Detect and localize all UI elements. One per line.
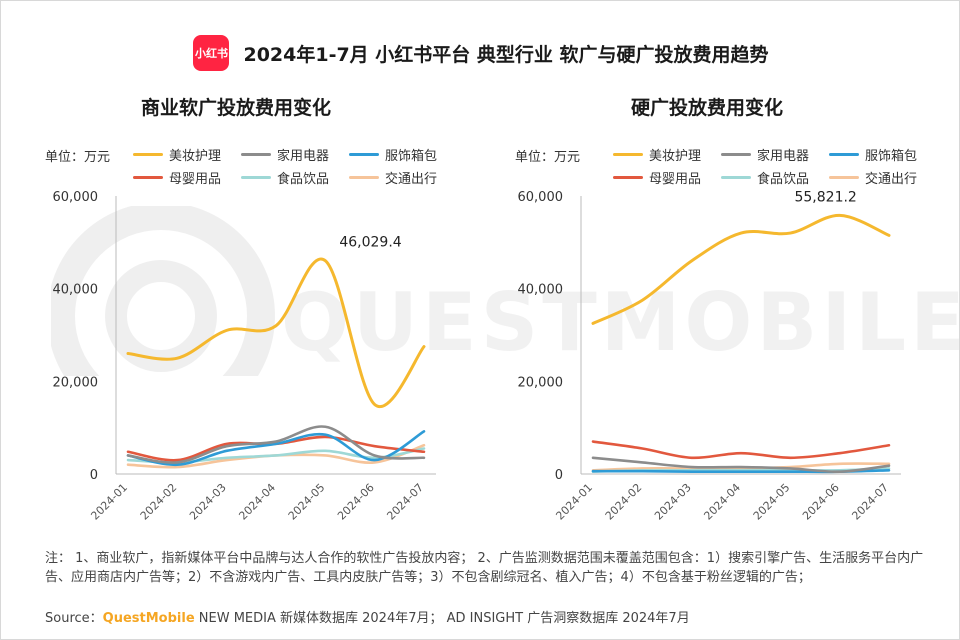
source-prefix: Source： xyxy=(45,611,103,626)
legend-label: 家用电器 xyxy=(757,149,810,164)
x-tick-label: 2024-04 xyxy=(701,481,743,523)
legend-label: 母婴用品 xyxy=(169,172,222,187)
legend-item: 服饰箱包 xyxy=(829,145,937,164)
source-text: NEW MEDIA 新媒体数据库 2024年7月； AD INSIGHT 广告洞… xyxy=(194,611,690,626)
legend-swatch xyxy=(349,176,379,179)
legend-item: 家用电器 xyxy=(241,145,349,164)
legend-swatch xyxy=(241,176,271,179)
source-line: Source：QuestMobile NEW MEDIA 新媒体数据库 2024… xyxy=(45,607,690,626)
data-label: 46,029.4 xyxy=(339,235,401,251)
x-tick-label: 2024-03 xyxy=(187,481,229,523)
legend-item: 食品饮品 xyxy=(241,168,349,187)
legend-label: 美妆护理 xyxy=(169,149,222,164)
series-line-母婴用品 xyxy=(591,440,891,460)
x-tick-label: 2024-02 xyxy=(138,481,180,523)
legend-swatch xyxy=(829,153,859,156)
legend-swatch xyxy=(721,153,751,156)
left-line-chart: 0 20,000 40,000 60,000 2024-01 2024-02 2024-03… xyxy=(53,190,436,523)
legend-swatch xyxy=(613,176,643,179)
right-chart-title: 硬广投放费用变化 xyxy=(631,97,784,119)
legend-item: 食品饮品 xyxy=(721,168,829,187)
y-tick-label: 20,000 xyxy=(53,375,99,390)
series-line-家用电器 xyxy=(126,425,426,464)
x-tick-label: 2024-06 xyxy=(335,481,377,523)
legend-item: 交通出行 xyxy=(829,168,937,187)
header: 小红书 2024年1-7月 小红书平台 典型行业 软广与硬广投放费用趋势 xyxy=(1,35,960,71)
legend-label: 食品饮品 xyxy=(277,172,330,187)
legend-item: 美妆护理 xyxy=(613,145,721,164)
legend-item: 家用电器 xyxy=(721,145,829,164)
legend-item: 母婴用品 xyxy=(133,168,241,187)
x-tick-label: 2024-05 xyxy=(286,481,328,523)
x-tick-label: 2024-06 xyxy=(800,481,842,523)
legend-item: 美妆护理 xyxy=(133,145,241,164)
footnote: 注： 1、商业软广，指新媒体平台中品牌与达人合作的软性广告投放内容； 2、广告监… xyxy=(45,551,924,585)
watermark: QUESTMOBILE xyxy=(281,276,960,369)
y-tick-label: 60,000 xyxy=(53,190,99,205)
right-unit-label: 单位：万元 xyxy=(515,150,581,165)
data-label: 55,821.2 xyxy=(794,189,856,205)
series-line-美妆护理 xyxy=(126,257,426,409)
x-tick-label: 2024-01 xyxy=(553,481,595,523)
right-line-chart: 0 20,000 40,000 60,000 2024-01 2024-02 2024-03… xyxy=(518,189,901,523)
legend-swatch xyxy=(721,176,751,179)
legend-swatch xyxy=(613,153,643,156)
legend-swatch xyxy=(241,153,271,156)
legend-label: 家用电器 xyxy=(277,149,330,164)
y-tick-label: 20,000 xyxy=(518,375,564,390)
x-tick-label: 2024-04 xyxy=(236,481,278,523)
page-title: 2024年1-7月 小红书平台 典型行业 软广与硬广投放费用趋势 xyxy=(243,43,769,66)
y-tick-label: 0 xyxy=(90,468,98,483)
right-legend: 美妆护理 家用电器 服饰箱包母婴用品 食品饮品 交通出行 xyxy=(613,145,937,187)
series-line-交通出行 xyxy=(591,462,891,472)
left-chart-title: 商业软广投放费用变化 xyxy=(141,97,332,119)
legend-item: 服饰箱包 xyxy=(349,145,457,164)
legend-item: 交通出行 xyxy=(349,168,457,187)
legend-item: 母婴用品 xyxy=(613,168,721,187)
legend-label: 母婴用品 xyxy=(649,172,702,187)
legend-swatch xyxy=(349,153,379,156)
series-line-服饰箱包 xyxy=(126,430,426,467)
legend-swatch xyxy=(133,153,163,156)
series-line-家用电器 xyxy=(591,456,891,474)
legend-swatch xyxy=(133,176,163,179)
legend-label: 服饰箱包 xyxy=(865,149,918,164)
y-tick-label: 60,000 xyxy=(518,190,564,205)
legend-label: 交通出行 xyxy=(865,172,918,187)
series-line-美妆护理 xyxy=(591,213,891,325)
x-tick-label: 2024-05 xyxy=(751,481,793,523)
y-tick-label: 0 xyxy=(555,468,563,483)
x-tick-label: 2024-02 xyxy=(603,481,645,523)
legend-label: 美妆护理 xyxy=(649,149,702,164)
xiaohongshu-logo: 小红书 xyxy=(193,35,230,71)
legend-swatch xyxy=(829,176,859,179)
x-tick-label: 2024-07 xyxy=(849,481,891,523)
left-legend: 美妆护理 家用电器 服饰箱包母婴用品 食品饮品 交通出行 xyxy=(133,145,457,187)
legend-label: 服饰箱包 xyxy=(385,149,438,164)
left-unit-label: 单位：万元 xyxy=(45,150,111,165)
x-tick-label: 2024-01 xyxy=(88,481,130,523)
x-tick-label: 2024-03 xyxy=(652,481,694,523)
source-brand: QuestMobile xyxy=(102,611,195,626)
y-tick-label: 40,000 xyxy=(518,283,564,298)
legend-label: 食品饮品 xyxy=(757,172,810,187)
y-tick-label: 40,000 xyxy=(53,283,99,298)
legend-label: 交通出行 xyxy=(385,172,438,187)
x-tick-label: 2024-07 xyxy=(384,481,426,523)
